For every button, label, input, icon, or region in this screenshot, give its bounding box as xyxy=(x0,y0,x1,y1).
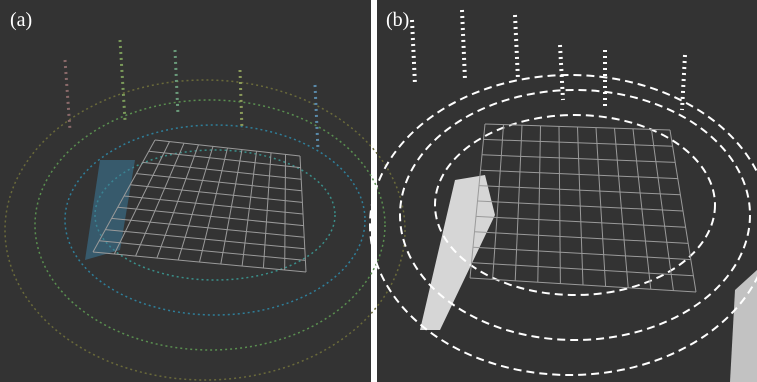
panel-label: (a) xyxy=(10,9,32,31)
panel-label: (b) xyxy=(386,9,409,31)
panel-a xyxy=(0,0,371,382)
figure: (a) (b) xyxy=(0,0,757,382)
